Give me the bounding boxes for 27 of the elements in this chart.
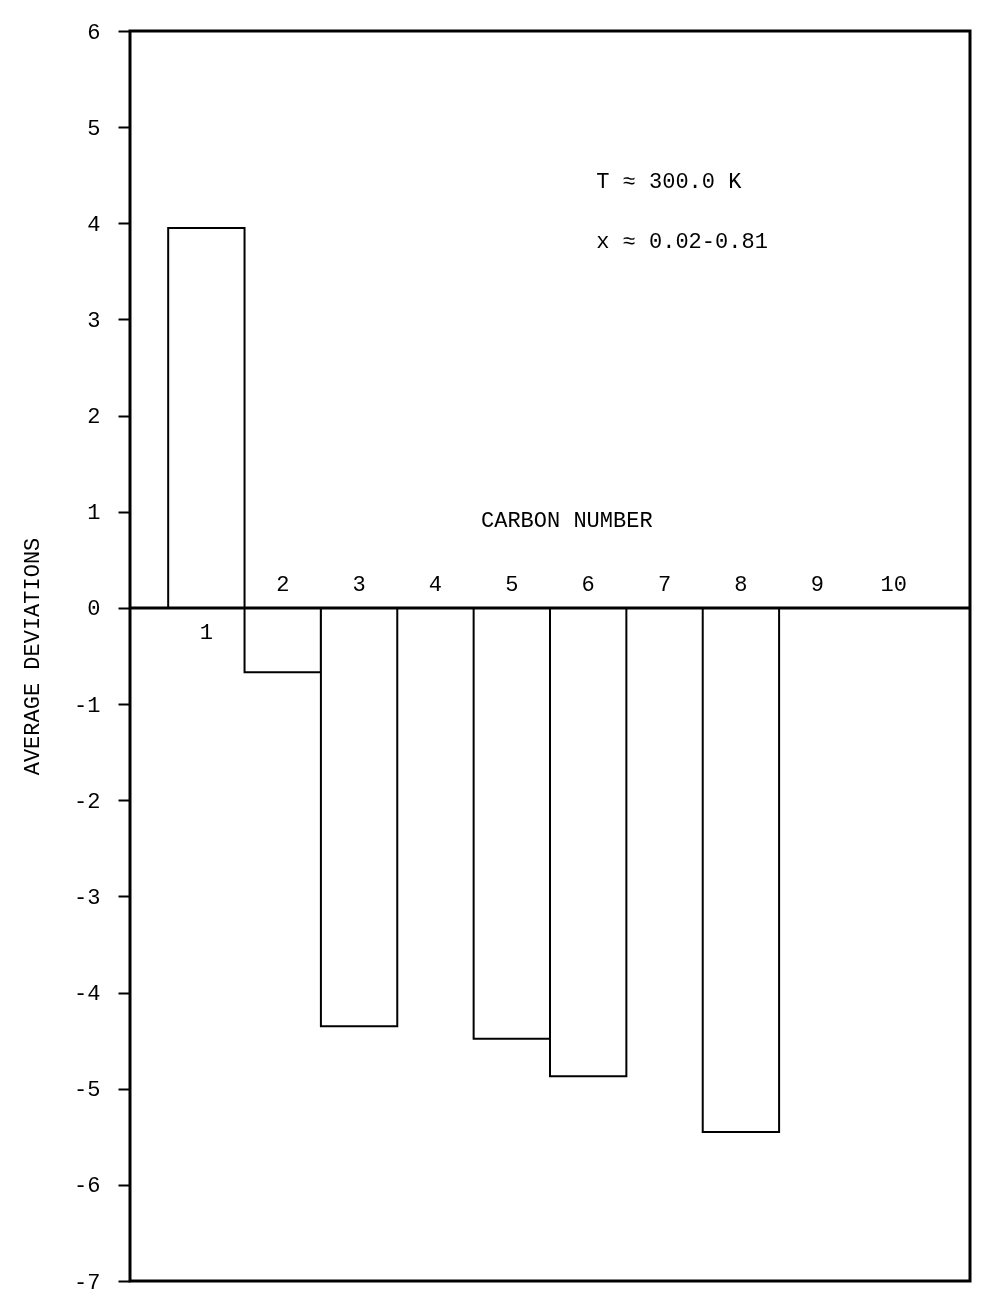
y-tick-label: -6: [74, 1174, 101, 1200]
x-tick-label: 6: [581, 572, 595, 598]
y-tick-label: 6: [87, 20, 101, 46]
y-tick-label: -7: [74, 1270, 101, 1296]
y-tick-label: 5: [87, 116, 101, 142]
y-tick-label: 1: [87, 501, 101, 527]
x-tick-label: 4: [428, 572, 443, 598]
y-tick-label: 2: [87, 405, 101, 431]
y-tick-label: -4: [74, 982, 101, 1008]
x-axis-title: CARBON NUMBER: [480, 508, 653, 534]
x-tick-label: 5: [505, 572, 519, 598]
x-tick-label: 3: [352, 572, 366, 598]
y-tick-label: 0: [87, 597, 101, 623]
x-tick-label: 10: [880, 572, 907, 598]
y-axis-title: AVERAGE DEVIATIONS: [21, 537, 47, 776]
y-tick-label: -3: [74, 885, 101, 911]
annotation: x ≈ 0.02-0.81: [596, 230, 768, 255]
y-tick-label: -2: [74, 789, 101, 815]
y-tick-label: -1: [74, 693, 101, 719]
y-tick-label: 4: [87, 212, 101, 238]
y-tick-label: -5: [74, 1078, 101, 1104]
x-tick-label: 2: [276, 572, 290, 598]
annotation: T ≈ 300.0 K: [596, 170, 743, 195]
x-tick-label: 9: [810, 572, 824, 598]
x-tick-label: 8: [734, 572, 748, 598]
x-tick-label: 7: [657, 572, 672, 598]
y-tick-label: 3: [87, 308, 101, 334]
